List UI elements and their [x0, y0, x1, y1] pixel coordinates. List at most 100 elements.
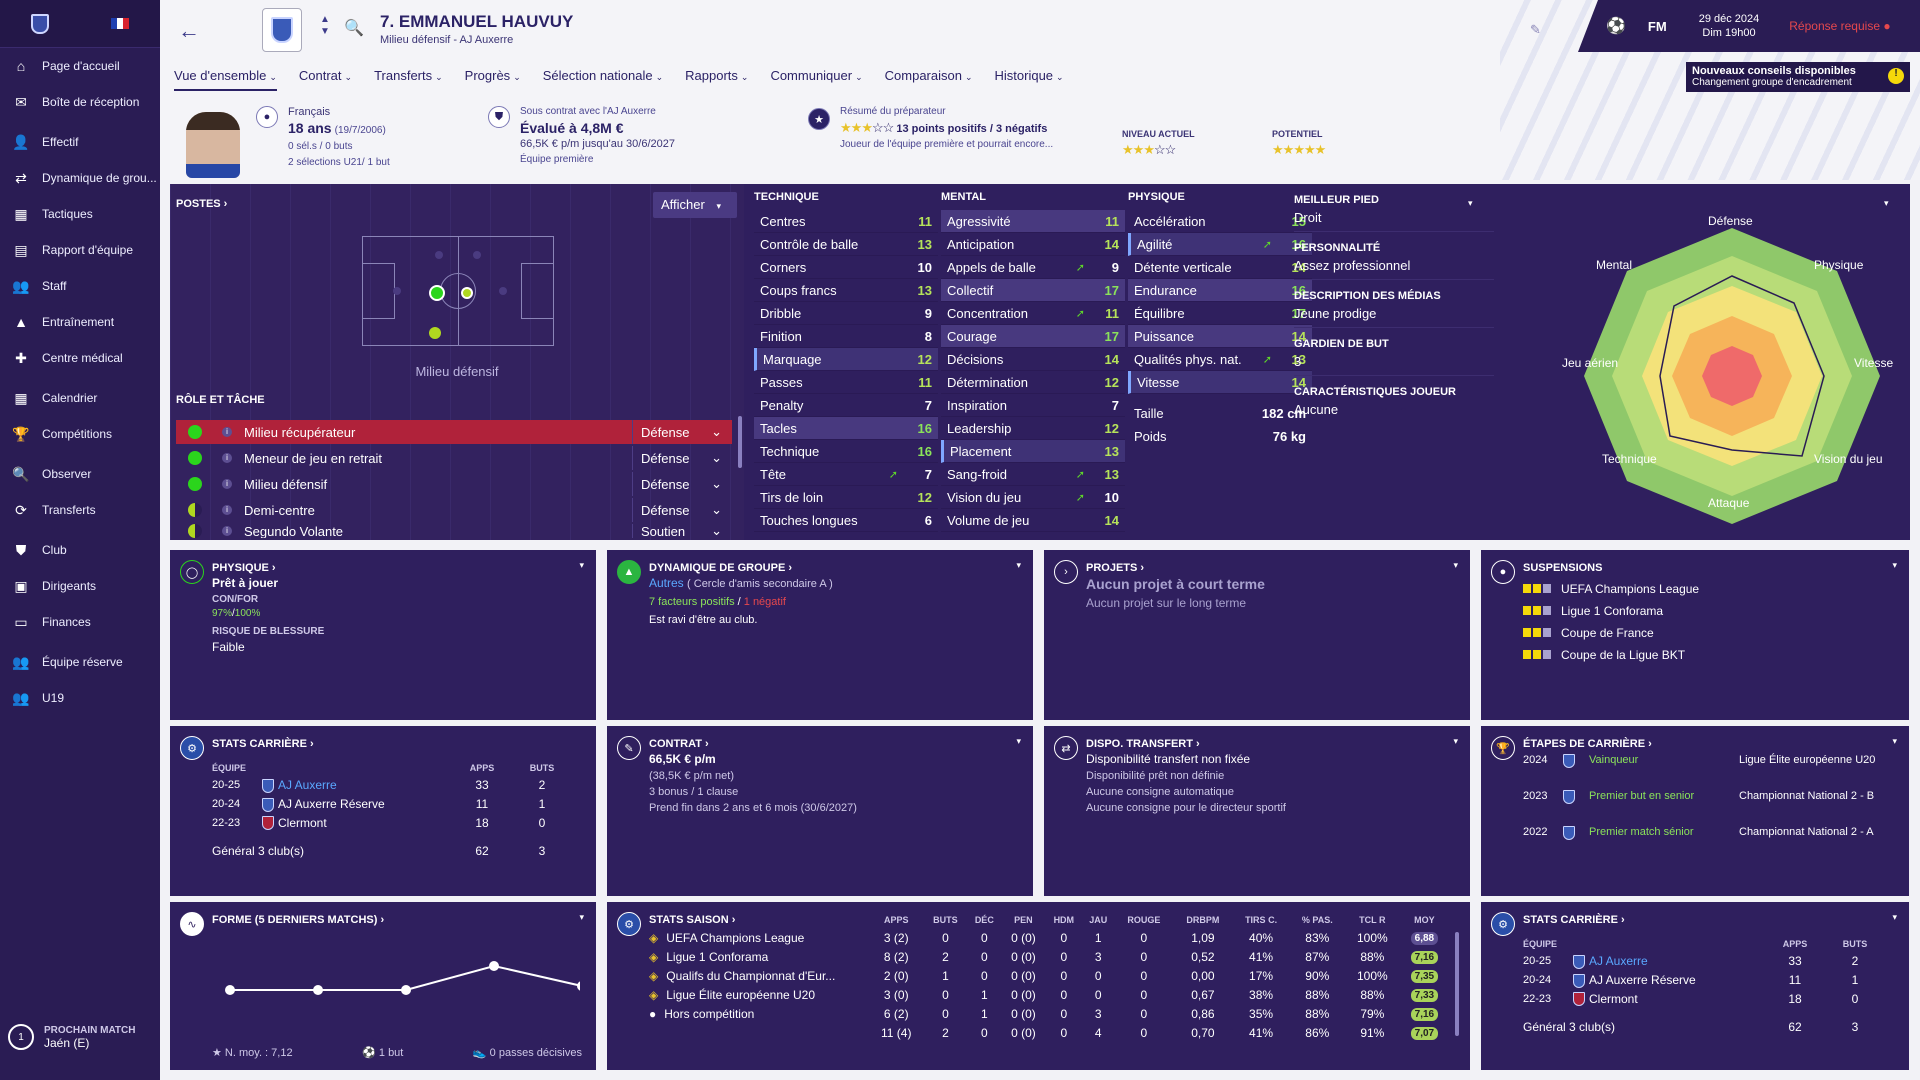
season-row[interactable]: ● Hors compétition 6 (2) 0 1 0 (0) 0 3 0 0,86 35% 8…	[649, 1004, 1449, 1023]
attribute-row[interactable]: Corners 10	[754, 256, 938, 279]
attribute-row[interactable]: Concentration ➚ 11	[941, 302, 1125, 325]
position-dot-dm[interactable]	[429, 285, 445, 301]
career-stats-title-2[interactable]: STATS CARRIÈRE ›	[1523, 914, 1625, 926]
season-row[interactable]: ◈ Ligue Élite européenne U20 3 (0) 0 1 0 (0) 0…	[649, 985, 1449, 1004]
form-point[interactable]	[489, 961, 499, 971]
attribute-row[interactable]: Inspiration 7	[941, 394, 1125, 417]
attribute-row[interactable]: Placement 13	[941, 440, 1125, 463]
attribute-row[interactable]: Agressivité 11	[941, 210, 1125, 233]
attribute-row[interactable]: Sang-froid ➚ 13	[941, 463, 1125, 486]
chevron-down-icon[interactable]: ▾	[1892, 736, 1897, 746]
position-dot-mc[interactable]	[461, 287, 473, 299]
season-competition[interactable]: ◈ Ligue 1 Conforama	[649, 947, 869, 966]
role-duty-dropdown[interactable]: Défense ⌄	[632, 498, 732, 522]
career-milestones-title[interactable]: ÉTAPES DE CARRIÈRE ›	[1523, 738, 1652, 750]
tab-6[interactable]: Communiquer ⌄	[770, 68, 862, 91]
attribute-row[interactable]: Leadership 12	[941, 417, 1125, 440]
career-row[interactable]: 22-23 Clermont 18 0	[212, 814, 572, 833]
france-flag-icon[interactable]	[111, 18, 129, 29]
career-stats-title[interactable]: STATS CARRIÈRE ›	[212, 738, 314, 750]
attribute-row[interactable]: Appels de balle ➚ 9	[941, 256, 1125, 279]
tab-4[interactable]: Sélection nationale ⌄	[543, 68, 663, 91]
sidebar-item-transfers[interactable]: ⟳ Transferts	[0, 492, 160, 528]
season-stats-title[interactable]: STATS SAISON ›	[649, 914, 736, 926]
sidebar-item-scout[interactable]: 🔍 Observer	[0, 456, 160, 492]
info-icon[interactable]: i	[222, 427, 232, 437]
sidebar-item-report[interactable]: ▤ Rapport d'équipe	[0, 232, 160, 268]
attribute-row[interactable]: Collectif 17	[941, 279, 1125, 302]
form-point[interactable]	[401, 985, 411, 995]
form-point[interactable]	[313, 985, 323, 995]
tab-2[interactable]: Transferts ⌄	[374, 68, 443, 91]
attribute-row[interactable]: Accélération 15	[1128, 210, 1312, 233]
attribute-row[interactable]: Détermination 12	[941, 371, 1125, 394]
radar-chevron-icon[interactable]: ▾	[1884, 198, 1889, 208]
form-point[interactable]	[577, 981, 580, 991]
chevron-down-icon[interactable]: ▾	[579, 912, 584, 922]
career-row[interactable]: 20-25 AJ Auxerre 33 2	[1523, 952, 1885, 971]
role-row[interactable]: i Milieu défensif Défense ⌄	[176, 472, 732, 496]
attribute-row[interactable]: Centres 11	[754, 210, 938, 233]
projects-title[interactable]: PROJETS ›	[1086, 562, 1145, 574]
info-icon[interactable]: i	[222, 453, 232, 463]
attribute-row[interactable]: Décisions 14	[941, 348, 1125, 371]
club-crest-icon[interactable]	[31, 13, 49, 34]
tab-0[interactable]: Vue d'ensemble ⌄	[174, 68, 277, 91]
season-competition[interactable]: ◈ UEFA Champions League	[649, 928, 869, 947]
attribute-row[interactable]: Penalty 7	[754, 394, 938, 417]
attribute-row[interactable]: Volume de jeu 14	[941, 509, 1125, 532]
edit-icon[interactable]: ✎	[1530, 22, 1541, 37]
attribute-row[interactable]: Coups francs 13	[754, 279, 938, 302]
info-icon[interactable]: i	[222, 526, 232, 536]
role-duty-dropdown[interactable]: Soutien ⌄	[632, 524, 732, 538]
info-icon[interactable]: i	[222, 479, 232, 489]
attribute-row[interactable]: Qualités phys. nat. ➚ 13	[1128, 348, 1312, 371]
chevron-down-icon[interactable]: ▾	[1016, 560, 1021, 570]
search-icon[interactable]: 🔍	[344, 20, 364, 37]
attribute-row[interactable]: Finition 8	[754, 325, 938, 348]
advice-notification[interactable]: Nouveaux conseils disponibles Changement…	[1686, 62, 1910, 92]
role-duty-dropdown[interactable]: Défense ⌄	[632, 446, 732, 470]
season-stats-scrollbar[interactable]	[1455, 932, 1459, 1036]
roles-scrollbar[interactable]	[738, 416, 742, 468]
attribute-row[interactable]: Contrôle de balle 13	[754, 233, 938, 256]
attribute-row[interactable]: Marquage 12	[754, 348, 938, 371]
tab-1[interactable]: Contrat ⌄	[299, 68, 352, 91]
season-competition[interactable]: ● Hors compétition	[649, 1004, 869, 1023]
sidebar-item-reserve[interactable]: 👥 Équipe réserve	[0, 644, 160, 680]
attribute-row[interactable]: Tête ➚ 7	[754, 463, 938, 486]
role-row[interactable]: i Demi-centre Défense ⌄	[176, 498, 732, 522]
chevron-down-icon[interactable]: ▾	[1453, 736, 1458, 746]
tab-7[interactable]: Comparaison ⌄	[885, 68, 973, 91]
role-duty-dropdown[interactable]: Défense ⌄	[632, 420, 732, 444]
sidebar-item-u19[interactable]: 👥 U19	[0, 680, 160, 716]
role-row[interactable]: i Milieu récupérateur Défense ⌄	[176, 420, 732, 444]
group-dynamics-title[interactable]: DYNAMIQUE DE GROUPE ›	[649, 562, 793, 574]
milestone-event[interactable]: Premier match sénior	[1589, 826, 1694, 838]
career-team-name[interactable]: AJ Auxerre	[1589, 954, 1648, 968]
player-nav-arrows-icon[interactable]: ▲ ▼	[320, 14, 330, 37]
role-duty-dropdown[interactable]: Défense ⌄	[632, 472, 732, 496]
coach-summary[interactable]: Résumé du préparateur ★★★☆☆ 13 points po…	[840, 104, 1053, 153]
positions-title[interactable]: POSTES ›	[176, 198, 228, 210]
attribute-row[interactable]: Puissance 14	[1128, 325, 1312, 348]
season-row[interactable]: ◈ Ligue 1 Conforama 8 (2) 2 0 0 (0) 0 3 0 0,52 41%…	[649, 947, 1449, 966]
sidebar-item-home[interactable]: ⌂ Page d'accueil	[0, 48, 160, 84]
form-point[interactable]	[225, 985, 235, 995]
response-required-button[interactable]: Réponse requise ●	[1789, 19, 1890, 33]
form-title[interactable]: FORME (5 DERNIERS MATCHS) ›	[212, 914, 385, 926]
career-team-name[interactable]: AJ Auxerre	[278, 778, 337, 792]
next-match[interactable]: 1 PROCHAIN MATCH Jaén (E)	[8, 1024, 135, 1050]
attribute-row[interactable]: Tirs de loin 12	[754, 486, 938, 509]
info-icon[interactable]: i	[222, 505, 232, 515]
season-competition[interactable]: ◈ Ligue Élite européenne U20	[649, 985, 869, 1004]
info-chevron-icon[interactable]: ▾	[1468, 198, 1473, 208]
sidebar-item-training[interactable]: ▲ Entraînement	[0, 304, 160, 340]
ball-icon[interactable]: ⚽	[1606, 18, 1626, 35]
chevron-down-icon[interactable]: ▾	[1892, 560, 1897, 570]
sidebar-item-staff[interactable]: 👥 Staff	[0, 268, 160, 304]
attribute-row[interactable]: Anticipation 14	[941, 233, 1125, 256]
season-row[interactable]: ◈ UEFA Champions League 3 (2) 0 0 0 (0) 0 1 0 1,0…	[649, 928, 1449, 947]
attribute-row[interactable]: Courage 17	[941, 325, 1125, 348]
attribute-row[interactable]: Équilibre 17	[1128, 302, 1312, 325]
